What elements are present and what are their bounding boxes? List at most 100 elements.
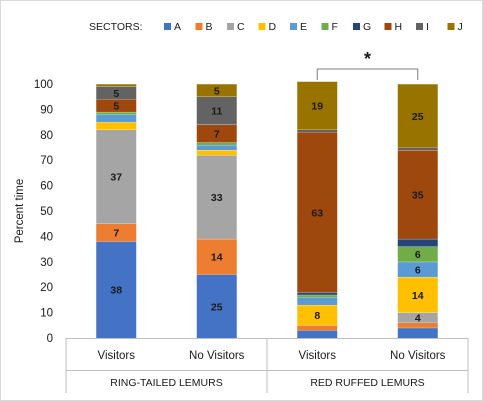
- x-group-label: RED RUFFED LEMURS: [310, 377, 424, 389]
- y-tick-label: 80: [40, 130, 53, 142]
- data-label: 25: [412, 111, 424, 123]
- data-label: 37: [110, 172, 122, 184]
- y-tick-label: 40: [40, 231, 53, 243]
- legend-label-d: D: [269, 21, 277, 33]
- legend-label-e: E: [300, 21, 307, 33]
- bar-segment-f: [297, 294, 338, 298]
- bar-segment-e: [297, 297, 338, 305]
- legend-swatch-f: [321, 23, 329, 30]
- bar-segment-b: [96, 223, 137, 242]
- legend-title: SECTORS:: [89, 21, 142, 33]
- legend-swatch-g: [353, 23, 360, 30]
- data-label: 33: [211, 192, 223, 204]
- y-tick-label: 0: [47, 333, 53, 345]
- legend-label-f: F: [332, 21, 338, 33]
- y-tick-label: 100: [34, 79, 53, 91]
- y-tick-label: 70: [40, 155, 53, 167]
- bar-segment-c: [96, 129, 137, 224]
- legend-label-h: H: [395, 21, 403, 33]
- bar-segment-f: [397, 246, 438, 262]
- legend-swatch-b: [195, 23, 203, 30]
- bar-segment-g: [297, 292, 338, 295]
- y-tick-label: 90: [40, 104, 53, 116]
- significance-annotation: *: [316, 49, 419, 80]
- legend-label-c: C: [237, 21, 245, 33]
- legend-label-i: I: [426, 21, 429, 33]
- data-label: 38: [110, 285, 122, 297]
- bar-segment-f: [196, 142, 237, 145]
- y-axis: 0 10 20 30 40 50 60 70 80 90 100: [34, 79, 53, 345]
- bar-segment-e: [397, 261, 438, 278]
- bar-segment-j: [96, 84, 137, 87]
- bar-segment-d: [196, 150, 237, 156]
- bar-segment-h: [96, 99, 137, 112]
- data-label: 5: [214, 85, 220, 97]
- bar-segment-d: [96, 122, 137, 130]
- bar-segment-j: [397, 84, 438, 148]
- bar-segment-a: [297, 330, 338, 338]
- legend-label-g: G: [363, 21, 371, 33]
- x-category-label: Visitors: [299, 350, 337, 362]
- bar-segment-d: [397, 277, 438, 313]
- x-category-label: No Visitors: [189, 350, 245, 362]
- bar-segment-h: [196, 124, 237, 143]
- data-label: 14: [412, 290, 424, 302]
- y-tick-label: 50: [40, 206, 53, 218]
- data-label: 6: [415, 249, 421, 261]
- legend: SECTORS: A B C D E F G H I J: [89, 21, 463, 33]
- y-tick-label: 60: [40, 181, 53, 193]
- bar-segment-i: [397, 147, 438, 151]
- legend-label-j: J: [458, 21, 463, 33]
- bar-segment-e: [96, 114, 137, 123]
- bar-segment-c: [196, 155, 237, 239]
- data-label: 4: [415, 313, 421, 325]
- bar-segment-i: [196, 96, 237, 125]
- x-axis: Visitors No Visitors Visitors No Visitors RI…: [65, 338, 469, 393]
- bar-segment-j: [297, 81, 338, 130]
- bar-segment-a: [397, 327, 438, 338]
- bar-segment-a: [196, 274, 237, 338]
- bar-segment-a: [96, 241, 137, 338]
- data-label: 11: [211, 106, 222, 118]
- data-label: 8: [314, 310, 320, 322]
- data-label: 63: [311, 207, 323, 219]
- data-label: 5: [113, 88, 119, 100]
- legend-swatch-e: [290, 23, 297, 30]
- data-label: 6: [415, 264, 421, 276]
- legend-label-b: B: [206, 21, 213, 33]
- bar-segment-b: [297, 325, 338, 331]
- bar-segment-f: [96, 111, 137, 115]
- data-label: 5: [113, 101, 119, 113]
- data-label: 14: [211, 252, 223, 264]
- x-category-label: No Visitors: [390, 350, 446, 362]
- legend-swatch-i: [416, 23, 423, 30]
- legend-swatch-j: [447, 23, 455, 30]
- significance-star: *: [364, 49, 371, 69]
- bar-segment-c: [397, 312, 438, 323]
- bar-segment-b: [196, 238, 237, 275]
- legend-swatch-a: [164, 23, 171, 30]
- y-tick-label: 20: [40, 282, 53, 294]
- data-label: 7: [113, 228, 119, 240]
- legend-label-a: A: [174, 21, 181, 33]
- y-axis-label: Percent time: [14, 179, 26, 244]
- bar-segment-i: [96, 86, 137, 100]
- y-tick-label: 10: [40, 308, 53, 320]
- data-label: 7: [214, 129, 220, 141]
- significance-bracket: [316, 68, 419, 80]
- x-category-label: Visitors: [98, 350, 136, 362]
- bar-segment-b: [397, 322, 438, 328]
- data-label: 35: [412, 189, 424, 201]
- x-group-label: RING-TAILED LEMURS: [110, 377, 222, 389]
- bar-segment-g: [397, 238, 438, 247]
- y-tick-label: 30: [40, 257, 53, 269]
- data-label: 19: [311, 101, 323, 113]
- bar-segment-e: [196, 144, 237, 151]
- bar-segment-j: [196, 84, 237, 97]
- legend-swatch-d: [258, 23, 266, 30]
- bar-segment-i: [297, 129, 338, 133]
- bar-segment-d: [297, 304, 338, 326]
